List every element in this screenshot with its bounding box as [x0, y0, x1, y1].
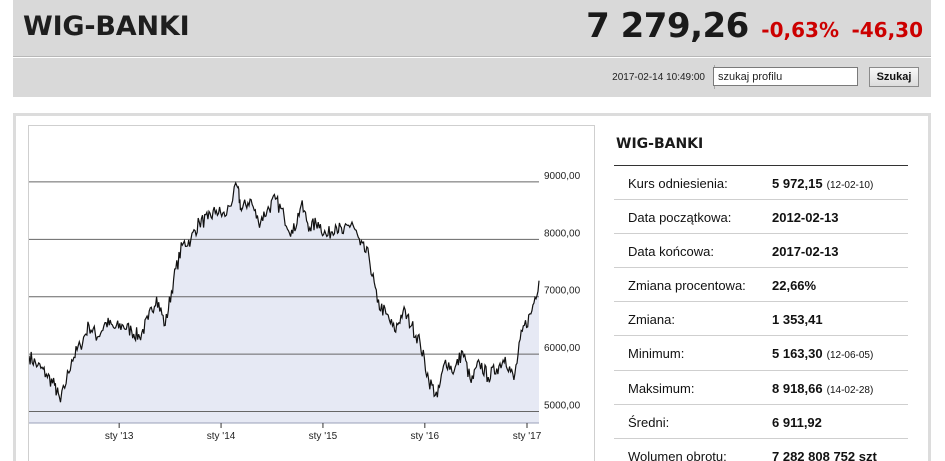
toolbar: 2017-02-14 10:49:00 Szukaj: [13, 58, 931, 97]
x-tick-label: sty '17: [513, 431, 542, 442]
stats-value: 2017-02-13: [772, 244, 839, 259]
stats-label: Wolumen obrotu:: [628, 448, 727, 461]
stats-value: 2012-02-13: [772, 210, 839, 225]
main-panel: 5000,00 6000,00 7000,00 8000,00 9000,00 sty '…: [13, 113, 931, 461]
stats-table: WIG-BANKI Kurs odniesienia: 5 972,15 (12-0…: [614, 136, 908, 461]
stats-value: 6 911,92: [772, 415, 822, 430]
stats-value-text: 2012-02-13: [772, 210, 839, 226]
search-button[interactable]: Szukaj: [869, 67, 919, 87]
stats-label: Data początkowa:: [628, 210, 732, 226]
y-tick-label: 6000,00: [544, 343, 581, 354]
stats-date-note: (12-06-05): [826, 350, 874, 362]
stats-label: Kurs odniesienia:: [628, 176, 728, 191]
stats-value-text: 22,66%: [772, 278, 817, 294]
x-tick-label: sty '16: [411, 431, 440, 442]
quote-summary: 7 279,26 -0,63% -46,30: [586, 6, 923, 46]
y-tick-label: 7000,00: [544, 286, 581, 297]
chart-canvas: 5000,00 6000,00 7000,00 8000,00 9000,00 sty '…: [29, 171, 581, 442]
chart-area-fill: [29, 182, 539, 423]
stats-value: 1 353,41: [772, 312, 823, 327]
y-tick-label: 9000,00: [544, 171, 581, 182]
stats-label: Średni:: [628, 414, 670, 430]
stats-value: 8 918,66 (14-02-28): [772, 381, 873, 396]
stats-value-text: 2017-02-13: [772, 244, 839, 260]
profile-search-input[interactable]: [713, 67, 858, 86]
stats-label: Zmiana procentowa:: [628, 278, 746, 294]
stats-label: Data końcowa:: [628, 244, 714, 260]
index-value: 7 279,26: [586, 6, 749, 46]
x-tick-label: sty '14: [207, 431, 236, 442]
stats-value-text: 7 282 808 752 szt: [772, 448, 877, 461]
stats-value-text: 1 353,41: [772, 312, 823, 328]
stats-date-note: (14-02-28): [826, 384, 874, 396]
stats-value-text: 5 163,30: [772, 346, 823, 362]
stats-row: Data początkowa: 2012-02-13: [614, 200, 908, 235]
stats-value-text: 5 972,15: [772, 176, 823, 191]
stats-label: Zmiana:: [628, 312, 675, 328]
stats-value: 7 282 808 752 szt: [772, 449, 877, 461]
stats-row: Zmiana: 1 353,41: [614, 302, 908, 337]
stats-row: Średni: 6 911,92: [614, 405, 908, 439]
stats-label: Minimum:: [628, 346, 685, 362]
stats-value-text: 6 911,92: [772, 414, 822, 430]
stats-row: Wolumen obrotu: 7 282 808 752 szt: [614, 439, 908, 461]
stats-row: Kurs odniesienia: 5 972,15 (12-02-10): [614, 166, 908, 201]
y-tick-label: 5000,00: [544, 401, 581, 412]
stats-value: 22,66%: [772, 278, 816, 293]
stats-title: WIG-BANKI: [614, 136, 908, 166]
x-tick-label: sty '13: [105, 431, 134, 442]
x-tick-label: sty '15: [309, 431, 338, 442]
stats-value: 5 972,15 (12-02-10): [772, 176, 873, 191]
stats-row: Zmiana procentowa: 22,66%: [614, 268, 908, 303]
stats-label: Maksimum:: [628, 380, 695, 396]
stats-row: Maksimum: 8 918,66 (14-02-28): [614, 371, 908, 405]
stats-date-note: (12-02-10): [826, 180, 874, 191]
price-line: [29, 181, 540, 403]
stats-row: Minimum: 5 163,30 (12-06-05): [614, 336, 908, 371]
change-percent: -0,63%: [761, 18, 839, 42]
change-absolute: -46,30: [851, 18, 923, 42]
quote-timestamp: 2017-02-14 10:49:00: [612, 72, 705, 83]
index-title: WIG-BANKI: [23, 11, 190, 42]
stats-value: 5 163,30 (12-06-05): [772, 346, 873, 361]
price-chart: 5000,00 6000,00 7000,00 8000,00 9000,00 sty '…: [28, 125, 595, 461]
header-bar: WIG-BANKI 7 279,26 -0,63% -46,30: [13, 0, 931, 57]
stats-value-text: 8 918,66: [772, 380, 823, 396]
y-tick-label: 8000,00: [544, 228, 581, 239]
stats-row: Data końcowa: 2017-02-13: [614, 234, 908, 269]
